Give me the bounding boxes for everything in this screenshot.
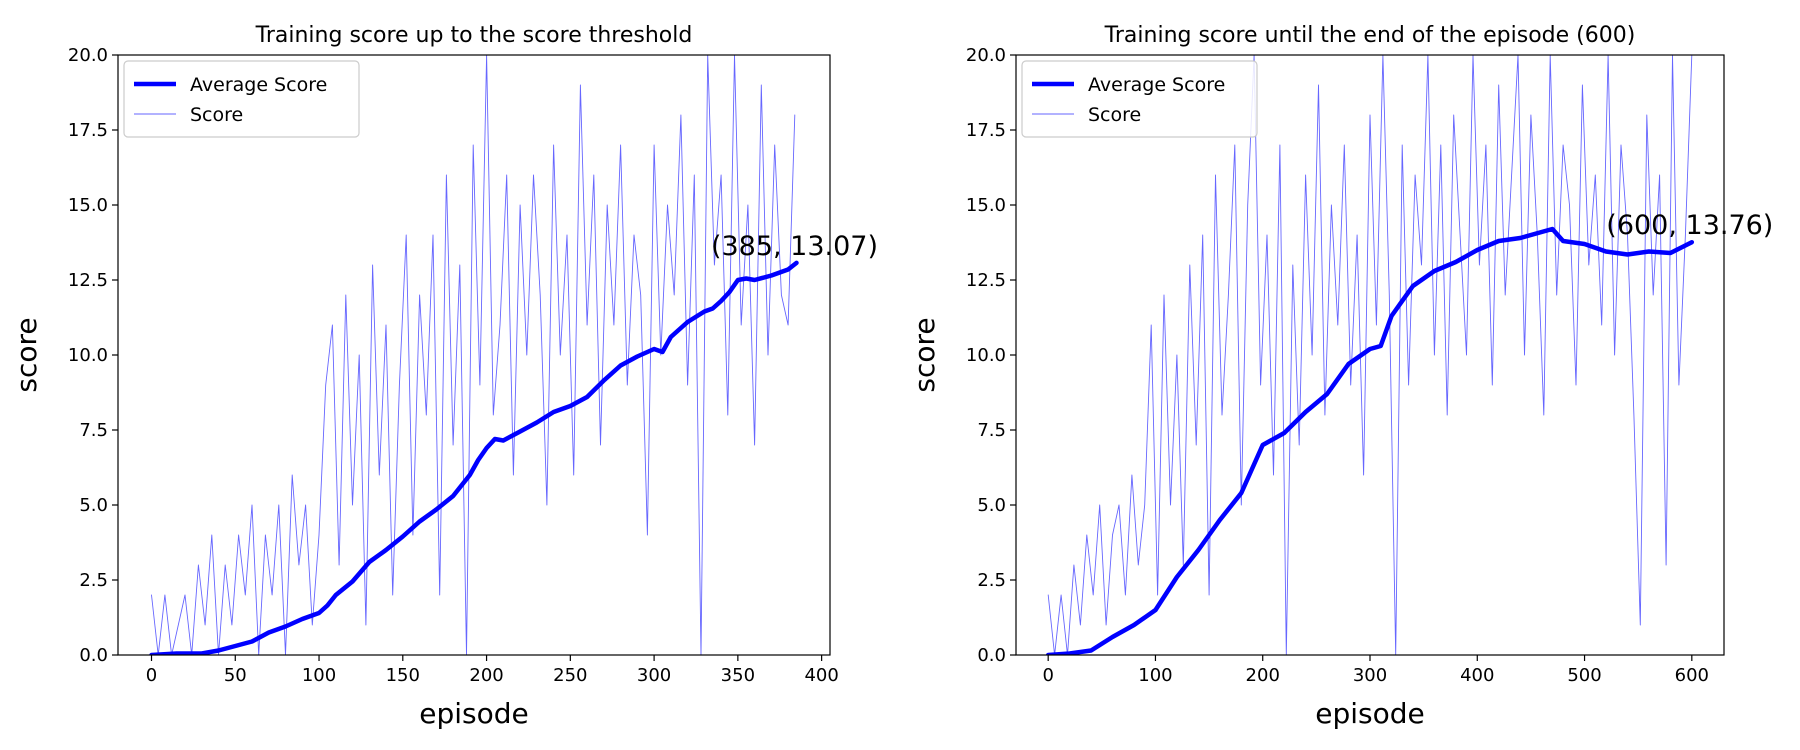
y-tick-label: 15.0 — [966, 195, 1006, 216]
y-tick-label: 5.0 — [79, 495, 108, 516]
y-tick-label: 2.5 — [79, 570, 108, 591]
y-tick-label: 20.0 — [68, 45, 108, 66]
x-tick-label: 250 — [553, 665, 587, 686]
chart-title: Training score until the end of the epis… — [1104, 23, 1636, 48]
series-score-line — [1047, 55, 1693, 655]
x-tick-label: 200 — [469, 665, 503, 686]
x-tick-label: 50 — [224, 665, 247, 686]
annotation-label: (600, 13.76) — [1606, 210, 1773, 241]
legend: Average Score Score — [123, 60, 360, 138]
legend-label: Average Score — [1088, 74, 1225, 96]
y-tick-label: 12.5 — [966, 270, 1006, 291]
y-tick-label: 17.5 — [966, 120, 1006, 141]
x-tick-label: 100 — [302, 665, 336, 686]
axes-frame — [1015, 54, 1725, 656]
y-tick-label: 20.0 — [966, 45, 1006, 66]
y-tick-label: 7.5 — [79, 420, 108, 441]
legend-label: Average Score — [190, 74, 327, 96]
y-tick-label: 0.0 — [79, 645, 108, 666]
x-tick-label: 0 — [146, 665, 157, 686]
x-tick-label: 300 — [637, 665, 671, 686]
y-axis-label: score — [908, 317, 941, 392]
annotation-label: (385, 13.07) — [711, 231, 878, 262]
y-tick-label: 17.5 — [68, 120, 108, 141]
x-tick-label: 400 — [1460, 665, 1494, 686]
chart-panel-2: 0 100 200 300 400 500 600 0.0 2.5 5.0 7.5 10.0 12.5 1… — [908, 23, 1773, 730]
y-tick-label: 10.0 — [966, 345, 1006, 366]
x-tick-label: 400 — [804, 665, 838, 686]
y-tick-label: 0.0 — [977, 645, 1006, 666]
x-tick-label: 500 — [1567, 665, 1601, 686]
chart-title: Training score up to the score threshold — [255, 23, 693, 48]
series-average-score-line — [149, 260, 799, 655]
legend-label: Score — [190, 104, 243, 126]
series-score-line — [151, 55, 796, 655]
y-tick-label: 12.5 — [68, 270, 108, 291]
legend-label: Score — [1088, 104, 1141, 126]
x-tick-label: 600 — [1675, 665, 1709, 686]
y-axis-label: score — [10, 317, 43, 392]
legend-box — [1021, 60, 1258, 138]
x-axis-label: episode — [419, 697, 529, 730]
x-tick-label: 350 — [721, 665, 755, 686]
x-axis-label: episode — [1315, 697, 1425, 730]
x-tick-label: 150 — [386, 665, 420, 686]
series-average-score-line — [1045, 226, 1695, 655]
x-tick-label: 300 — [1353, 665, 1387, 686]
y-tick-label: 10.0 — [68, 345, 108, 366]
legend-box — [123, 60, 360, 138]
x-tick-label: 200 — [1246, 665, 1280, 686]
x-tick-label: 100 — [1138, 665, 1172, 686]
y-tick-label: 7.5 — [977, 420, 1006, 441]
legend: Average Score Score — [1021, 60, 1258, 138]
chart-panel-1: 0 50 100 150 200 250 300 350 400 0.0 2.5 5.0 7.5 10.0… — [10, 23, 878, 730]
y-tick-label: 5.0 — [977, 495, 1006, 516]
y-tick-label: 2.5 — [977, 570, 1006, 591]
x-tick-label: 0 — [1042, 665, 1053, 686]
y-tick-label: 15.0 — [68, 195, 108, 216]
